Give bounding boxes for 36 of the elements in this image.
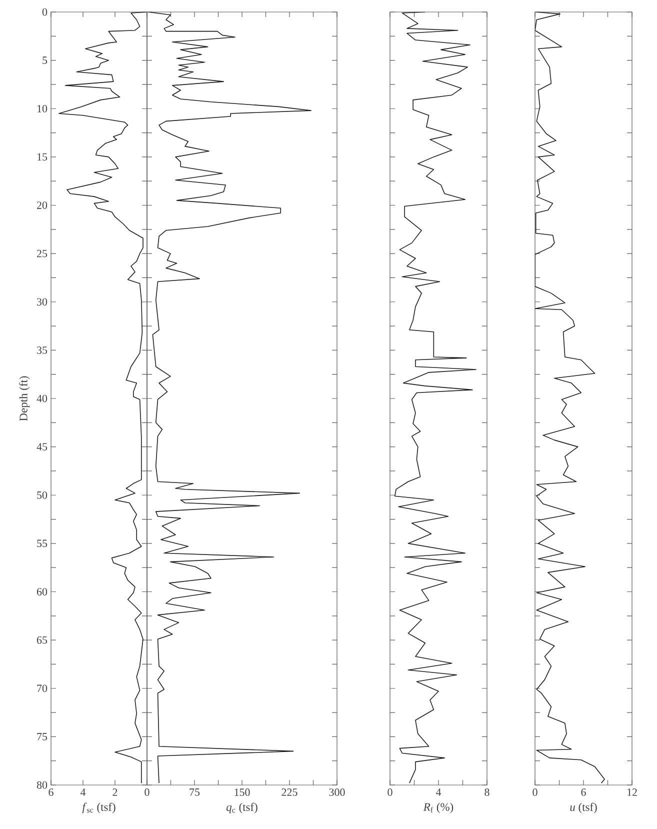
y-tick-label: 15 <box>37 153 48 161</box>
y-tick-label: 0 <box>42 8 48 16</box>
y-tick-label: 70 <box>37 684 48 692</box>
y-tick-label: 45 <box>36 443 48 450</box>
x-tick-label: 4 <box>80 788 86 796</box>
x-tick-label: 300 <box>329 788 345 796</box>
y-axis-title: Depth (ft) <box>19 376 30 421</box>
x-axis-title: q$_{c}$ (tsf) <box>226 802 258 814</box>
x-tick-label: 8 <box>484 788 490 796</box>
x-tick-label: 0 <box>532 788 538 796</box>
y-tick-label: 75 <box>37 733 48 740</box>
x-tick-label: 0 <box>388 788 392 796</box>
y-tick-label: 5 <box>42 56 48 64</box>
y-tick-label: 35 <box>37 346 48 354</box>
x-tick-label: 6 <box>48 788 54 796</box>
y-tick-label: 80 <box>36 781 48 789</box>
x-tick-label: 0 <box>144 788 150 796</box>
x-tick-label: 4 <box>436 788 442 796</box>
x-tick-label: 225 <box>282 788 298 796</box>
x-tick-label: 150 <box>234 788 250 796</box>
x-axis-title: f$_{sc}$ (tsf) <box>82 802 116 814</box>
y-tick-label: 10 <box>37 104 48 112</box>
y-tick-label: 40 <box>36 394 48 402</box>
y-tick-label: 55 <box>37 540 48 548</box>
x-tick-label: 75 <box>190 788 200 796</box>
y-tick-label: 50 <box>37 491 48 499</box>
x-tick-label: 12 <box>627 788 637 796</box>
y-tick-label: 20 <box>37 202 48 209</box>
x-axis-title: u (tsf) <box>570 802 597 814</box>
y-tick-label: 65 <box>36 636 48 644</box>
y-tick-label: 60 <box>36 588 48 596</box>
x-axis-title: R$_{f}$ (%) <box>423 802 454 814</box>
y-tick-label: 30 <box>37 298 48 306</box>
x-tick-label: 6 <box>581 788 586 796</box>
y-tick-label: 25 <box>37 250 48 258</box>
x-tick-label: 2 <box>112 788 118 796</box>
